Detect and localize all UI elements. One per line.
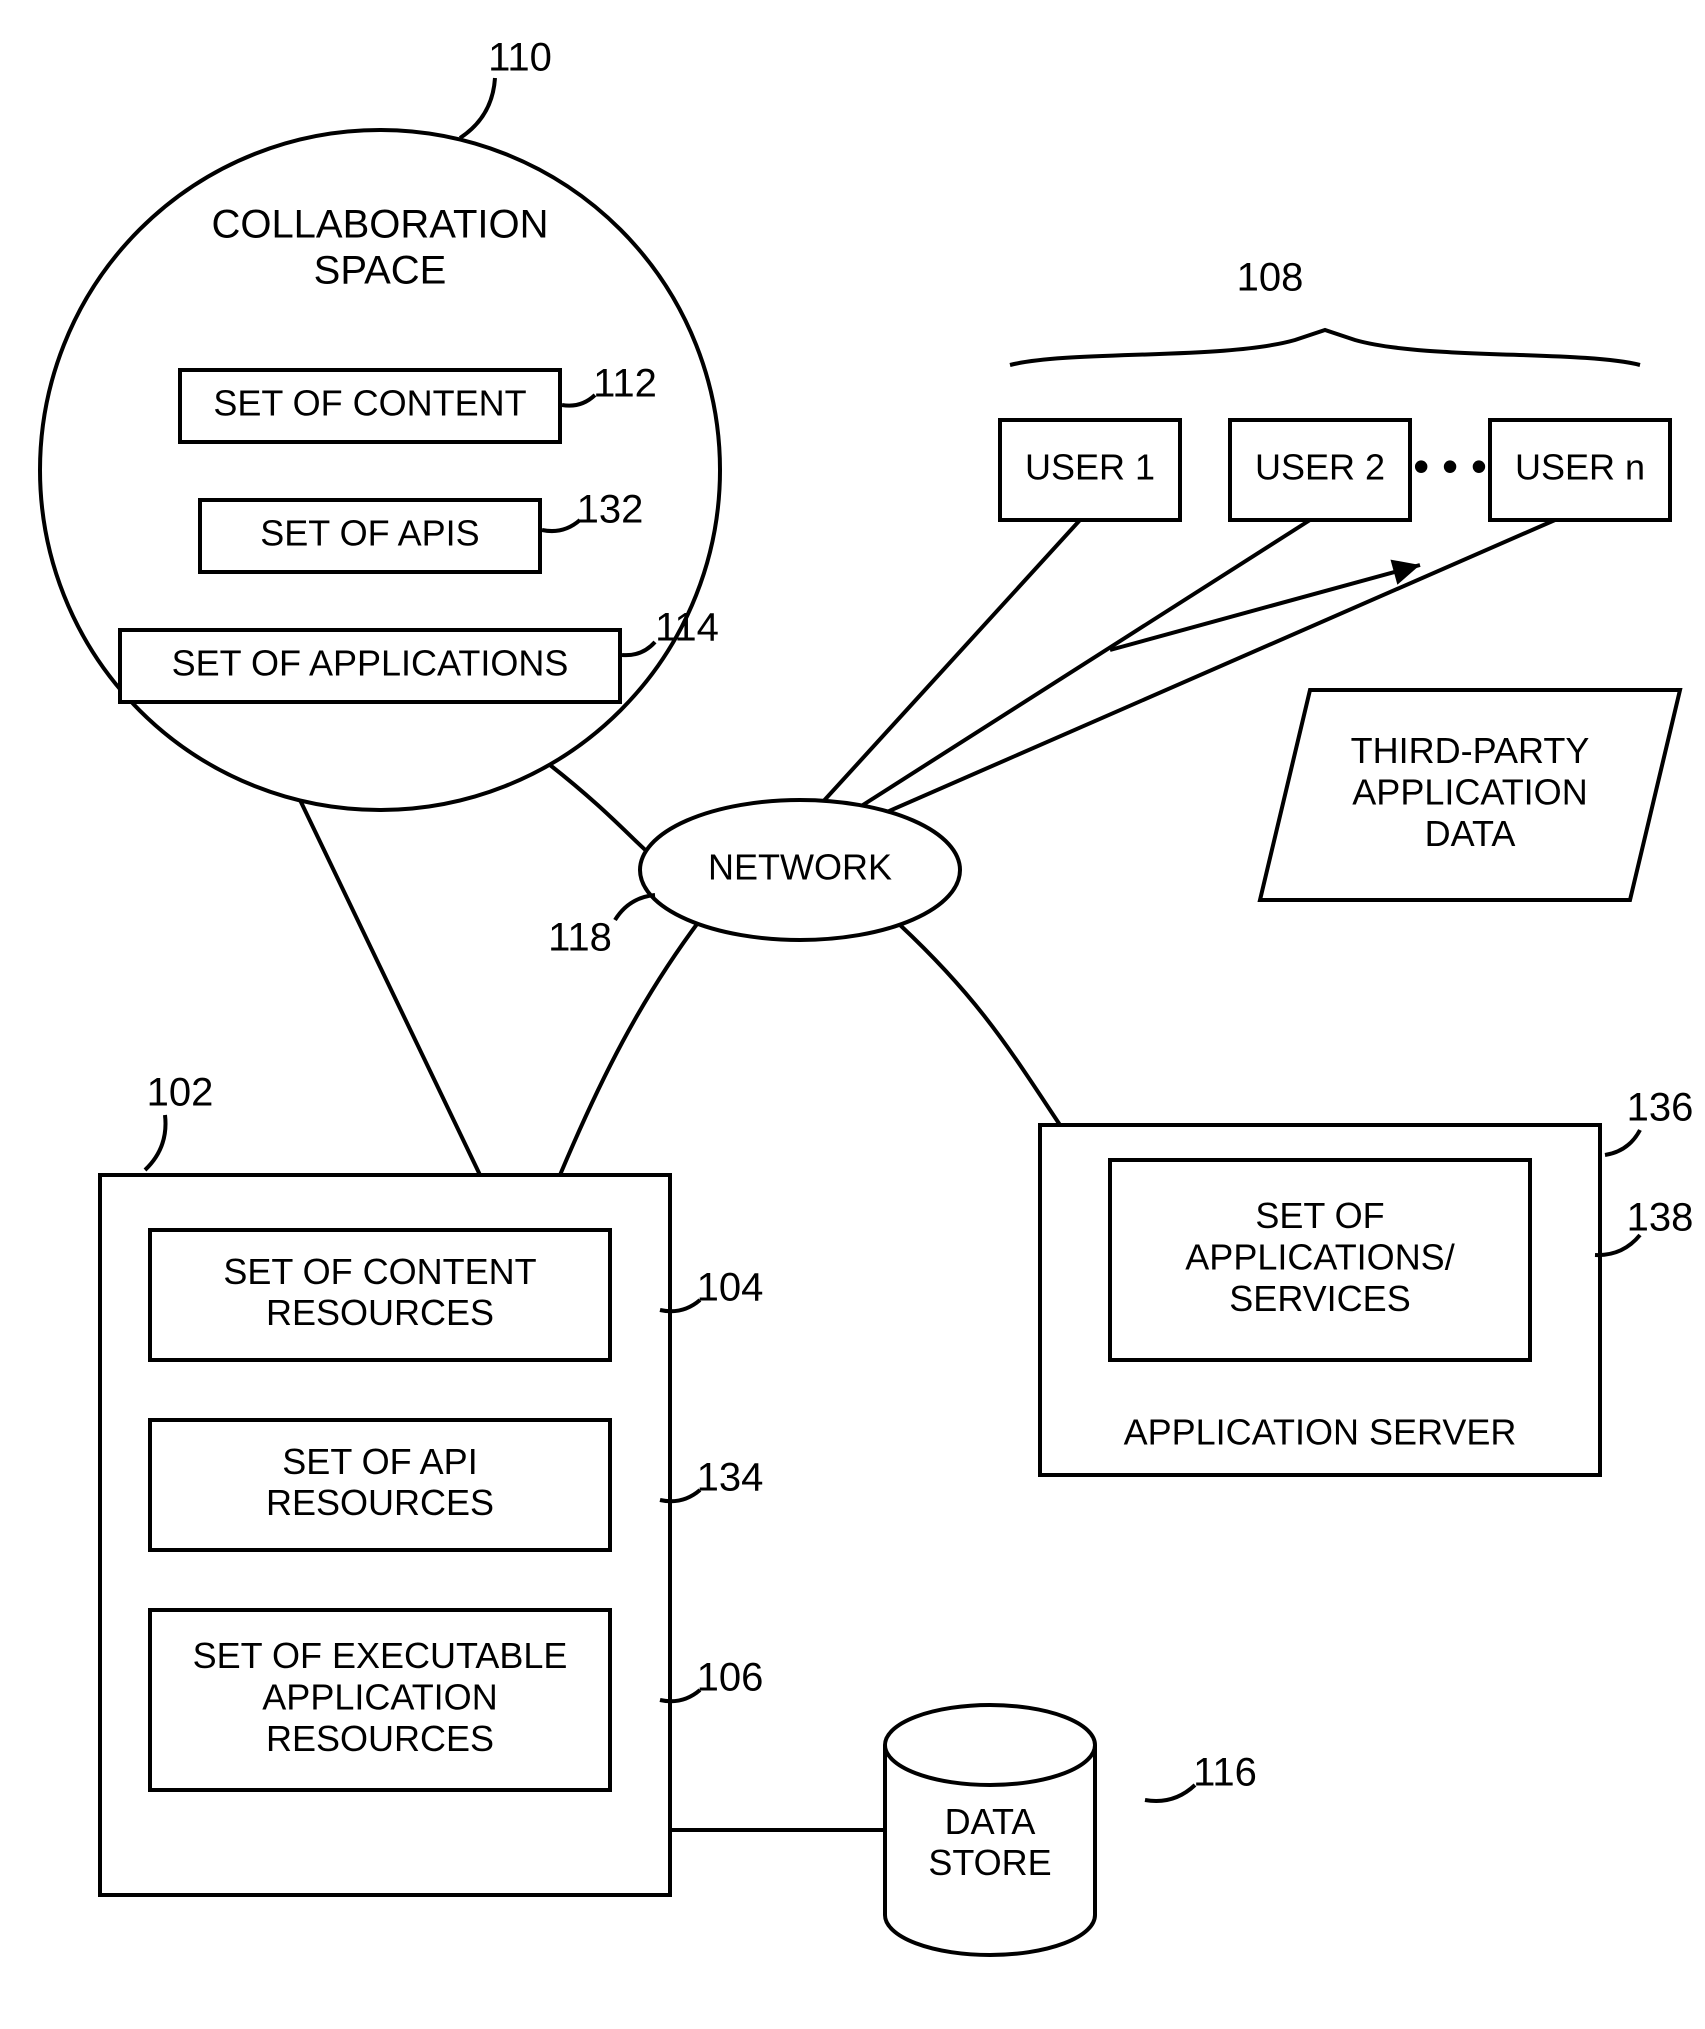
data-store-top — [885, 1705, 1095, 1785]
set-apis-label: SET OF APIS — [260, 513, 479, 554]
network-to-appserver — [900, 925, 1060, 1125]
user-2-label: USER 2 — [1255, 447, 1385, 488]
svg-text:SET OF CONTENT: SET OF CONTENT — [223, 1251, 536, 1292]
svg-text:SET OF: SET OF — [1255, 1195, 1384, 1236]
content-res-ref: 104 — [660, 1266, 763, 1312]
svg-text:THIRD-PARTY: THIRD-PARTY — [1351, 730, 1590, 771]
api-res-label: SET OF APIRESOURCES — [266, 1441, 494, 1523]
application-server-ref: 136 — [1605, 1086, 1693, 1155]
set-apps-label: SET OF APPLICATIONS — [172, 643, 569, 684]
api-res-ref: 134 — [660, 1456, 763, 1502]
svg-text:APPLICATION SERVER: APPLICATION SERVER — [1124, 1412, 1517, 1453]
svg-text:USER n: USER n — [1515, 447, 1645, 488]
user-n-label: USER n — [1515, 447, 1645, 488]
users-brace — [1010, 330, 1640, 365]
users-ref: 108 — [1237, 256, 1304, 300]
svg-text:106: 106 — [697, 1656, 764, 1700]
collab-to-server — [300, 800, 480, 1175]
application-server-label: APPLICATION SERVER — [1124, 1412, 1517, 1453]
svg-text:DATA: DATA — [945, 1801, 1036, 1842]
svg-text:APPLICATIONS/: APPLICATIONS/ — [1185, 1237, 1454, 1278]
svg-text:SET OF CONTENT: SET OF CONTENT — [213, 383, 526, 424]
network-ref: 118 — [548, 895, 655, 960]
svg-text:RESOURCES: RESOURCES — [266, 1718, 494, 1759]
svg-text:SET OF EXECUTABLE: SET OF EXECUTABLE — [193, 1635, 568, 1676]
svg-text:102: 102 — [147, 1071, 214, 1115]
network-label: NETWORK — [708, 847, 892, 888]
svg-text:116: 116 — [1193, 1751, 1257, 1795]
svg-text:112: 112 — [593, 362, 657, 406]
set-content-label: SET OF CONTENT — [213, 383, 526, 424]
svg-text:STORE: STORE — [928, 1842, 1051, 1883]
svg-text:114: 114 — [655, 606, 719, 650]
svg-text:SET OF APPLICATIONS: SET OF APPLICATIONS — [172, 643, 569, 684]
svg-text:COLLABORATION: COLLABORATION — [211, 203, 548, 247]
data-store-label: DATASTORE — [928, 1801, 1051, 1883]
users-ellipsis: • • • — [1413, 440, 1487, 492]
exec-res-ref: 106 — [660, 1656, 763, 1702]
user-1-label: USER 1 — [1025, 447, 1155, 488]
content-res-label: SET OF CONTENTRESOURCES — [223, 1251, 536, 1333]
network-to-user1 — [820, 520, 1080, 805]
svg-text:USER 2: USER 2 — [1255, 447, 1385, 488]
network-to-user2 — [855, 520, 1310, 810]
server-ref: 102 — [145, 1071, 213, 1170]
svg-text:110: 110 — [488, 36, 552, 80]
svg-text:104: 104 — [697, 1266, 764, 1310]
data-store-ref: 116 — [1145, 1751, 1257, 1801]
svg-text:APPLICATION: APPLICATION — [1352, 772, 1587, 813]
svg-text:SERVICES: SERVICES — [1229, 1278, 1410, 1319]
svg-text:RESOURCES: RESOURCES — [266, 1292, 494, 1333]
svg-text:134: 134 — [697, 1456, 764, 1500]
third-party-arrow-line — [1110, 565, 1420, 650]
svg-text:118: 118 — [548, 916, 612, 960]
svg-text:DATA: DATA — [1425, 813, 1516, 854]
svg-text:132: 132 — [577, 488, 644, 532]
svg-text:NETWORK: NETWORK — [708, 847, 892, 888]
svg-text:RESOURCES: RESOURCES — [266, 1482, 494, 1523]
apps-services-ref: 138 — [1595, 1196, 1693, 1256]
collaboration-space-ref: 110 — [460, 36, 552, 138]
svg-text:SET OF API: SET OF API — [282, 1441, 477, 1482]
svg-text:APPLICATION: APPLICATION — [262, 1677, 497, 1718]
svg-text:SPACE: SPACE — [314, 249, 447, 293]
svg-text:USER 1: USER 1 — [1025, 447, 1155, 488]
svg-text:SET OF APIS: SET OF APIS — [260, 513, 479, 554]
svg-text:136: 136 — [1627, 1086, 1694, 1130]
svg-text:138: 138 — [1627, 1196, 1694, 1240]
